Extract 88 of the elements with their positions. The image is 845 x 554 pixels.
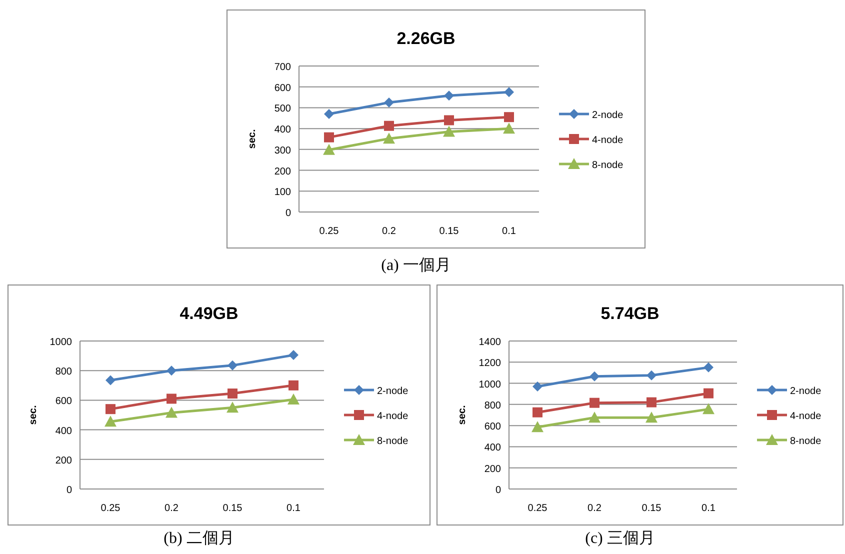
- chart-title: 2.26GB: [396, 29, 456, 48]
- y-tick-label: 1200: [478, 358, 502, 370]
- point: [166, 394, 176, 404]
- point: [704, 362, 714, 372]
- point: [384, 120, 394, 131]
- text: (b) 二個月: [164, 530, 234, 547]
- legend-label: 4-node: [377, 411, 409, 422]
- y-tick-label: 200: [484, 464, 502, 475]
- point: [226, 402, 238, 413]
- point: [444, 90, 454, 101]
- x-tick-label: 0.1: [702, 503, 716, 514]
- point: [106, 375, 116, 386]
- y-axis-title: sec.: [247, 129, 258, 149]
- point: [590, 398, 600, 408]
- text: (c) 三個月: [585, 530, 655, 547]
- x-tick-label: 0.25: [100, 503, 121, 514]
- x-tick-label: 0.2: [588, 503, 602, 514]
- point: [288, 393, 300, 404]
- y-axis-title: sec.: [28, 405, 39, 425]
- x-tick-label: 0.2: [164, 503, 179, 514]
- point: [532, 381, 542, 392]
- y-tick-label: 600: [484, 422, 502, 433]
- y-tick-label: 400: [274, 124, 292, 136]
- chart-title: 5.74GB: [600, 304, 660, 323]
- y-tick-label: 200: [274, 166, 292, 178]
- chart-title: 4.49GB: [180, 304, 238, 323]
- point: [504, 87, 514, 98]
- y-tick-label: 100: [274, 187, 292, 198]
- point: [532, 407, 542, 418]
- y-tick-label: 800: [55, 366, 72, 378]
- point: [588, 412, 600, 423]
- y-tick-label: 0: [285, 208, 292, 219]
- point: [104, 416, 116, 427]
- x-tick-label: 0.15: [642, 503, 662, 514]
- x-tick-label: 0.15: [439, 226, 460, 237]
- y-tick-label: 0: [66, 485, 72, 496]
- point: [646, 397, 656, 408]
- point: [383, 132, 395, 144]
- point: [384, 98, 394, 108]
- legend-label: 8-node: [790, 436, 822, 447]
- point: [106, 404, 116, 414]
- y-tick-label: 1000: [50, 337, 72, 348]
- y-tick-label: 1000: [478, 379, 502, 390]
- point: [288, 350, 298, 360]
- point: [324, 132, 334, 142]
- point: [288, 380, 298, 390]
- point: [503, 122, 515, 134]
- point: [324, 108, 334, 119]
- y-tick-label: 200: [55, 455, 72, 466]
- y-tick-label: 400: [484, 442, 502, 454]
- point: [646, 370, 656, 380]
- point: [443, 126, 455, 137]
- text: (a) 一個月: [381, 257, 451, 274]
- legend-label: 8-node: [592, 160, 624, 171]
- y-tick-label: 500: [274, 104, 292, 115]
- x-tick-label: 0.1: [502, 226, 516, 237]
- legend-label: 2-node: [377, 386, 409, 397]
- x-tick-label: 0.1: [286, 503, 301, 514]
- point: [646, 412, 658, 423]
- legend-label: 8-node: [377, 436, 409, 447]
- legend-label: 4-node: [790, 411, 822, 422]
- point: [504, 112, 514, 122]
- y-tick-label: 600: [55, 396, 72, 408]
- y-tick-label: 800: [484, 400, 502, 412]
- y-tick-label: 1400: [478, 337, 502, 348]
- legend-label: 2-node: [790, 386, 822, 397]
- point: [228, 360, 238, 370]
- point: [532, 421, 544, 432]
- legend-label: 2-node: [592, 110, 624, 121]
- point: [704, 388, 714, 398]
- point: [323, 144, 335, 155]
- legend-label: 4-node: [592, 135, 624, 146]
- point: [590, 371, 600, 382]
- point: [228, 388, 238, 399]
- y-tick-label: 400: [55, 426, 72, 437]
- x-tick-label: 0.15: [222, 503, 243, 514]
- x-tick-label: 0.25: [528, 503, 548, 514]
- point: [166, 406, 178, 418]
- point: [444, 115, 454, 126]
- x-tick-label: 0.2: [382, 226, 396, 237]
- x-tick-label: 0.25: [319, 226, 340, 237]
- y-axis-title: sec.: [457, 405, 468, 425]
- point: [702, 403, 714, 414]
- point: [166, 366, 176, 376]
- y-tick-label: 0: [495, 485, 502, 496]
- y-tick-label: 600: [274, 82, 292, 94]
- y-tick-label: 700: [274, 62, 292, 73]
- y-tick-label: 300: [274, 145, 292, 156]
